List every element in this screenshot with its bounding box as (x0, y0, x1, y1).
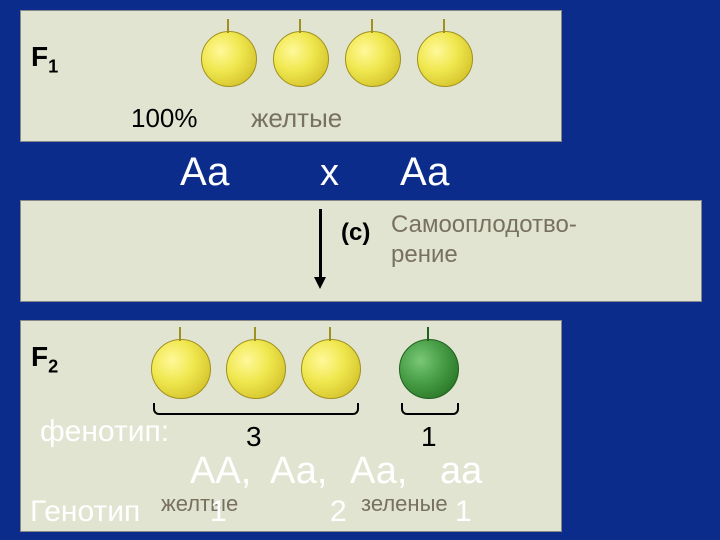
phenotype-label: фенотип: (40, 415, 169, 449)
step-label: (с) (341, 219, 370, 247)
f1-percent: 100% (131, 103, 198, 134)
bracket-right-label: зеленые (361, 491, 448, 517)
ratio-2: 2 (330, 495, 347, 529)
f2-pea-3 (301, 339, 361, 399)
f2-stem-3 (329, 327, 331, 341)
f2-pea-2 (226, 339, 286, 399)
genotype-g2: Аа, (270, 450, 327, 493)
f2-stem-2 (254, 327, 256, 341)
f2-pea-4 (399, 339, 459, 399)
f2-pea-1 (151, 339, 211, 399)
f1-pea-1 (201, 31, 257, 87)
ratio-1a: 1 (210, 495, 227, 529)
bracket-green (401, 403, 459, 415)
f1-stem-3 (371, 19, 373, 33)
genotype-label: Генотип (30, 495, 140, 529)
cross-left: Аа (180, 150, 229, 195)
step-text1: Самооплодотво- (391, 211, 577, 239)
bracket-yellow (153, 403, 359, 415)
arrow-head (314, 277, 326, 289)
f2-label: F2 (31, 341, 58, 378)
bracket-right-count: 1 (421, 421, 437, 453)
genotype-g4: аа (440, 450, 482, 493)
f1-stem-2 (299, 19, 301, 33)
step-text2: рение (391, 241, 458, 269)
arrow-shaft (319, 209, 322, 279)
cross-right: Аа (400, 150, 449, 195)
f1-stem-1 (227, 19, 229, 33)
f1-pea-3 (345, 31, 401, 87)
f1-pea-4 (417, 31, 473, 87)
f1-panel: F1 100% желтые (20, 10, 562, 142)
arrow-panel: (с) Самооплодотво- рение (20, 200, 702, 302)
f2-stem-1 (179, 327, 181, 341)
genotype-g1: АА, (190, 450, 251, 493)
cross-symbol: х (320, 152, 339, 195)
ratio-1b: 1 (455, 495, 472, 529)
f1-label: F1 (31, 41, 58, 78)
bracket-left-count: 3 (246, 421, 262, 453)
genotype-g3: Аа, (350, 450, 407, 493)
f2-stem-4 (427, 327, 429, 341)
f1-stem-4 (443, 19, 445, 33)
f1-pea-2 (273, 31, 329, 87)
f1-desc: желтые (251, 103, 342, 134)
